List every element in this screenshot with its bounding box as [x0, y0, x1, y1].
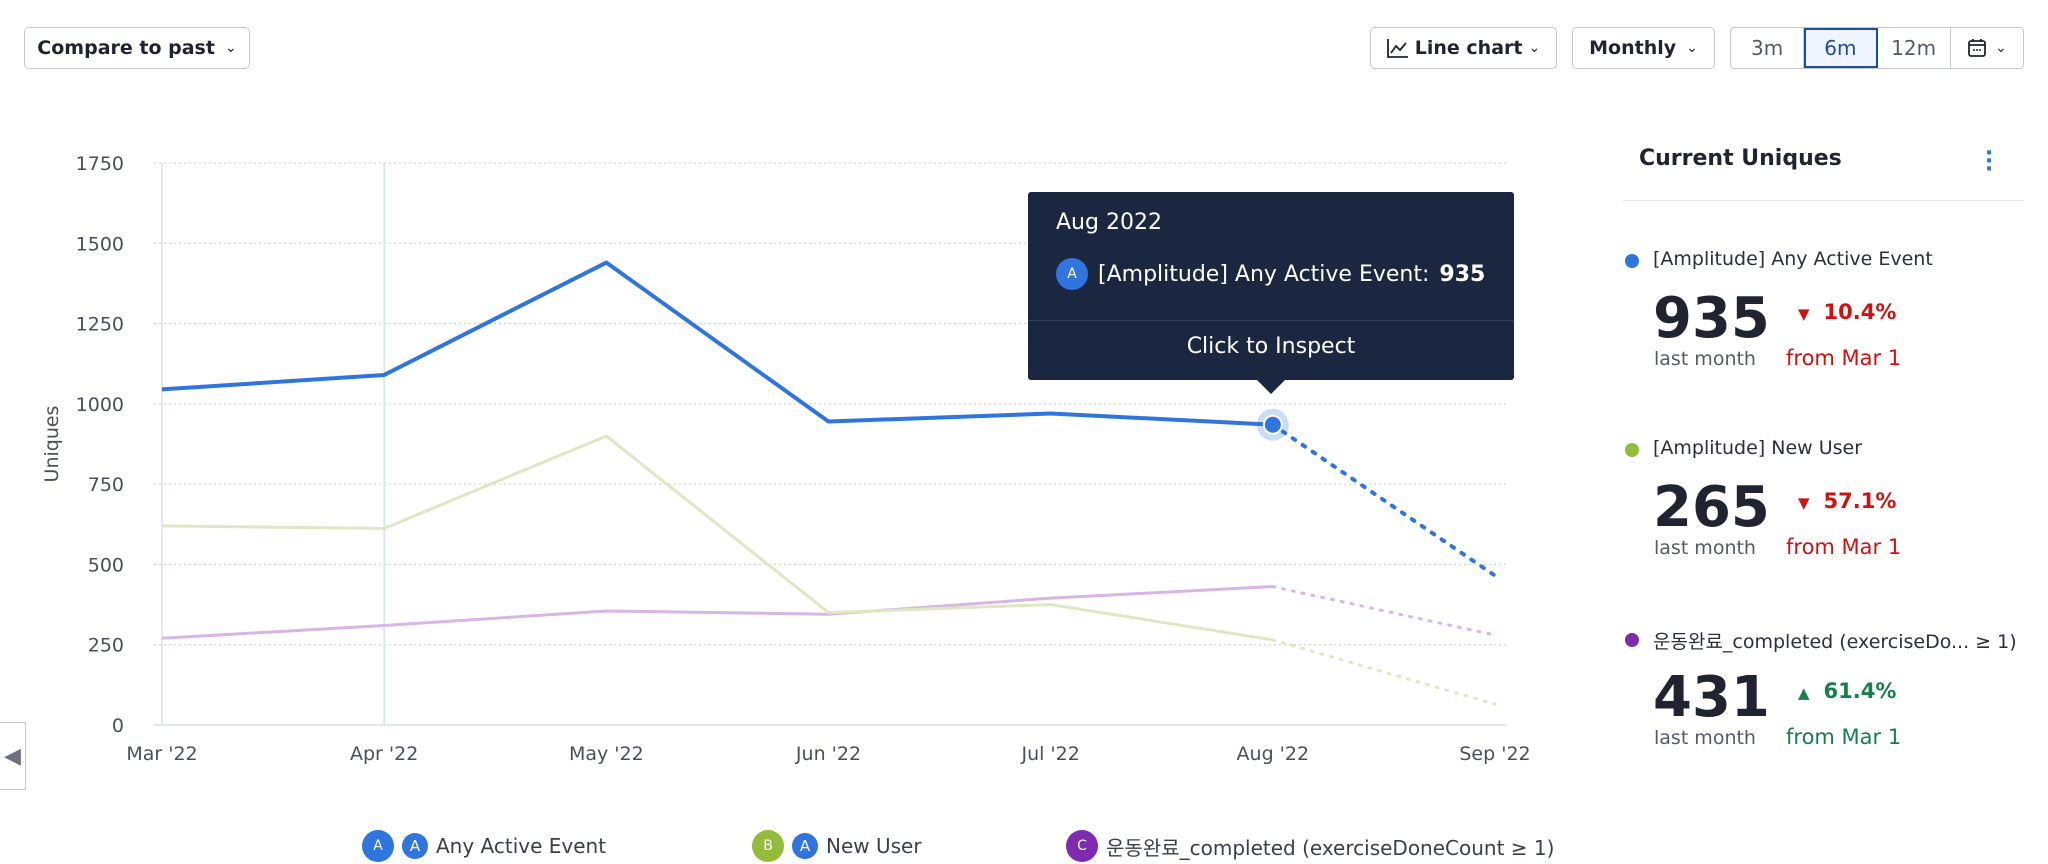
interval-label: Monthly: [1589, 37, 1677, 59]
triangle-down-icon: ▼: [1798, 305, 1810, 323]
metric-period: last month: [1654, 348, 1756, 370]
metric-compare-label: from Mar 1: [1786, 346, 1902, 370]
chart-tooltip[interactable]: Aug 2022 A [Amplitude] Any Active Event:…: [1028, 192, 1514, 394]
collapse-sidebar-button[interactable]: ◀: [0, 722, 26, 790]
x-tick-label: Apr '22: [350, 743, 418, 765]
series-a-badge: A: [362, 830, 394, 862]
y-axis-label: Uniques: [41, 406, 63, 483]
metric-name: 운동완료_completed (exerciseDo... ≥ 1): [1653, 631, 2017, 653]
range-selector: 3m 6m 12m ⌄: [1730, 27, 2024, 69]
series-a-badge: A: [1056, 258, 1088, 290]
panel-title: Current Uniques: [1639, 146, 1842, 171]
tooltip-value: 935: [1439, 261, 1486, 287]
metric-value: 431: [1653, 665, 1770, 730]
line-chart: 0 250 500 750 1000 1250 1500 1750 Mar '22 Apr '22…: [41, 153, 1531, 765]
range-6m-button[interactable]: 6m: [1804, 28, 1878, 68]
y-tick-label: 1750: [76, 153, 124, 175]
x-tick-label: May '22: [569, 743, 644, 765]
series-projection-2: [1271, 585, 1497, 637]
metric-change-pct: 10.4%: [1823, 300, 1897, 324]
metric-name: [Amplitude] Any Active Event: [1653, 248, 1933, 270]
range-12m-button[interactable]: 12m: [1878, 28, 1951, 68]
series-projection-1: [1271, 638, 1497, 706]
metric-compare-label: from Mar 1: [1786, 725, 1902, 749]
series-b-badge: B: [752, 830, 784, 862]
chart-type-label: Line chart: [1414, 37, 1523, 59]
chevron-down-icon: ⌄: [1528, 40, 1541, 56]
series-projection-0: [1270, 422, 1497, 578]
metric-period: last month: [1654, 727, 1756, 749]
y-tick-label: 0: [112, 715, 124, 737]
y-tick-label: 500: [88, 554, 124, 576]
metric-change: ▲ 61.4%: [1798, 679, 1896, 703]
interval-dropdown[interactable]: Monthly ⌄: [1572, 27, 1715, 69]
x-tick-label: Aug '22: [1237, 743, 1310, 765]
y-tick-label: 250: [88, 635, 124, 657]
chevron-down-icon: ⌄: [224, 40, 237, 56]
metric-change-pct: 61.4%: [1823, 679, 1897, 703]
series-line-1: [161, 434, 1274, 642]
legend-label: 운동완료_completed (exerciseDoneCount ≥ 1): [1106, 835, 1555, 860]
series-line-2: [161, 585, 1273, 640]
metric-change-pct: 57.1%: [1823, 489, 1897, 513]
metric-name: [Amplitude] New User: [1653, 437, 1863, 459]
amplitude-event-icon: A: [792, 833, 818, 859]
series-color-dot: [1625, 633, 1639, 647]
series-c-badge: C: [1066, 830, 1098, 862]
chevron-left-icon: ◀: [4, 743, 21, 769]
more-options-icon[interactable]: · · ·: [1984, 141, 1994, 182]
y-tick-label: 1000: [76, 394, 124, 416]
compare-to-past-dropdown[interactable]: Compare to past ⌄: [24, 27, 250, 69]
click-to-inspect-link[interactable]: Click to Inspect: [1186, 334, 1356, 359]
legend-item-a[interactable]: A A Any Active Event: [362, 830, 606, 862]
metric-change: ▼ 57.1%: [1798, 489, 1896, 513]
legend-item-c[interactable]: C 운동완료_completed (exerciseDoneCount ≥ 1): [1066, 830, 1554, 862]
amplitude-event-icon: A: [402, 833, 428, 859]
triangle-up-icon: ▲: [1798, 684, 1810, 702]
date-picker-button[interactable]: ⌄: [1951, 28, 2023, 68]
metric-change: ▼ 10.4%: [1798, 300, 1896, 324]
x-tick-label: Sep '22: [1459, 743, 1530, 765]
triangle-down-icon: ▼: [1798, 494, 1810, 512]
chevron-down-icon: ⌄: [1686, 40, 1698, 56]
metric-value: 265: [1653, 475, 1770, 540]
tooltip-arrow: [1256, 379, 1286, 394]
y-tick-label: 750: [88, 474, 124, 496]
series-line-0: [161, 260, 1273, 427]
series-color-dot: [1625, 254, 1639, 268]
y-tick-label: 1500: [76, 233, 124, 255]
x-tick-label: Mar '22: [126, 743, 197, 765]
metric-value: 935: [1653, 286, 1770, 351]
metric-period: last month: [1654, 537, 1756, 559]
legend-label: New User: [826, 834, 922, 858]
panel-divider: [1623, 200, 2024, 201]
y-tick-label: 1250: [76, 314, 124, 336]
x-tick-label: Jul '22: [1020, 743, 1079, 765]
tooltip-date: Aug 2022: [1056, 210, 1162, 235]
legend-label: Any Active Event: [436, 834, 607, 858]
chart-type-dropdown[interactable]: Line chart ⌄: [1370, 27, 1557, 69]
x-tick-label: Jun '22: [795, 743, 861, 765]
tooltip-label: [Amplitude] Any Active Event:: [1098, 261, 1430, 287]
hovered-data-point: [1262, 414, 1283, 435]
calendar-icon: [1968, 39, 1986, 57]
metric-compare-label: from Mar 1: [1786, 535, 1902, 559]
tooltip-divider: [1028, 320, 1514, 321]
chevron-down-icon: ⌄: [1995, 40, 2007, 56]
range-3m-button[interactable]: 3m: [1731, 28, 1805, 68]
legend-item-b[interactable]: B A New User: [752, 830, 922, 862]
series-color-dot: [1625, 443, 1639, 457]
compare-label: Compare to past: [37, 37, 215, 59]
line-chart-icon: [1386, 39, 1408, 58]
